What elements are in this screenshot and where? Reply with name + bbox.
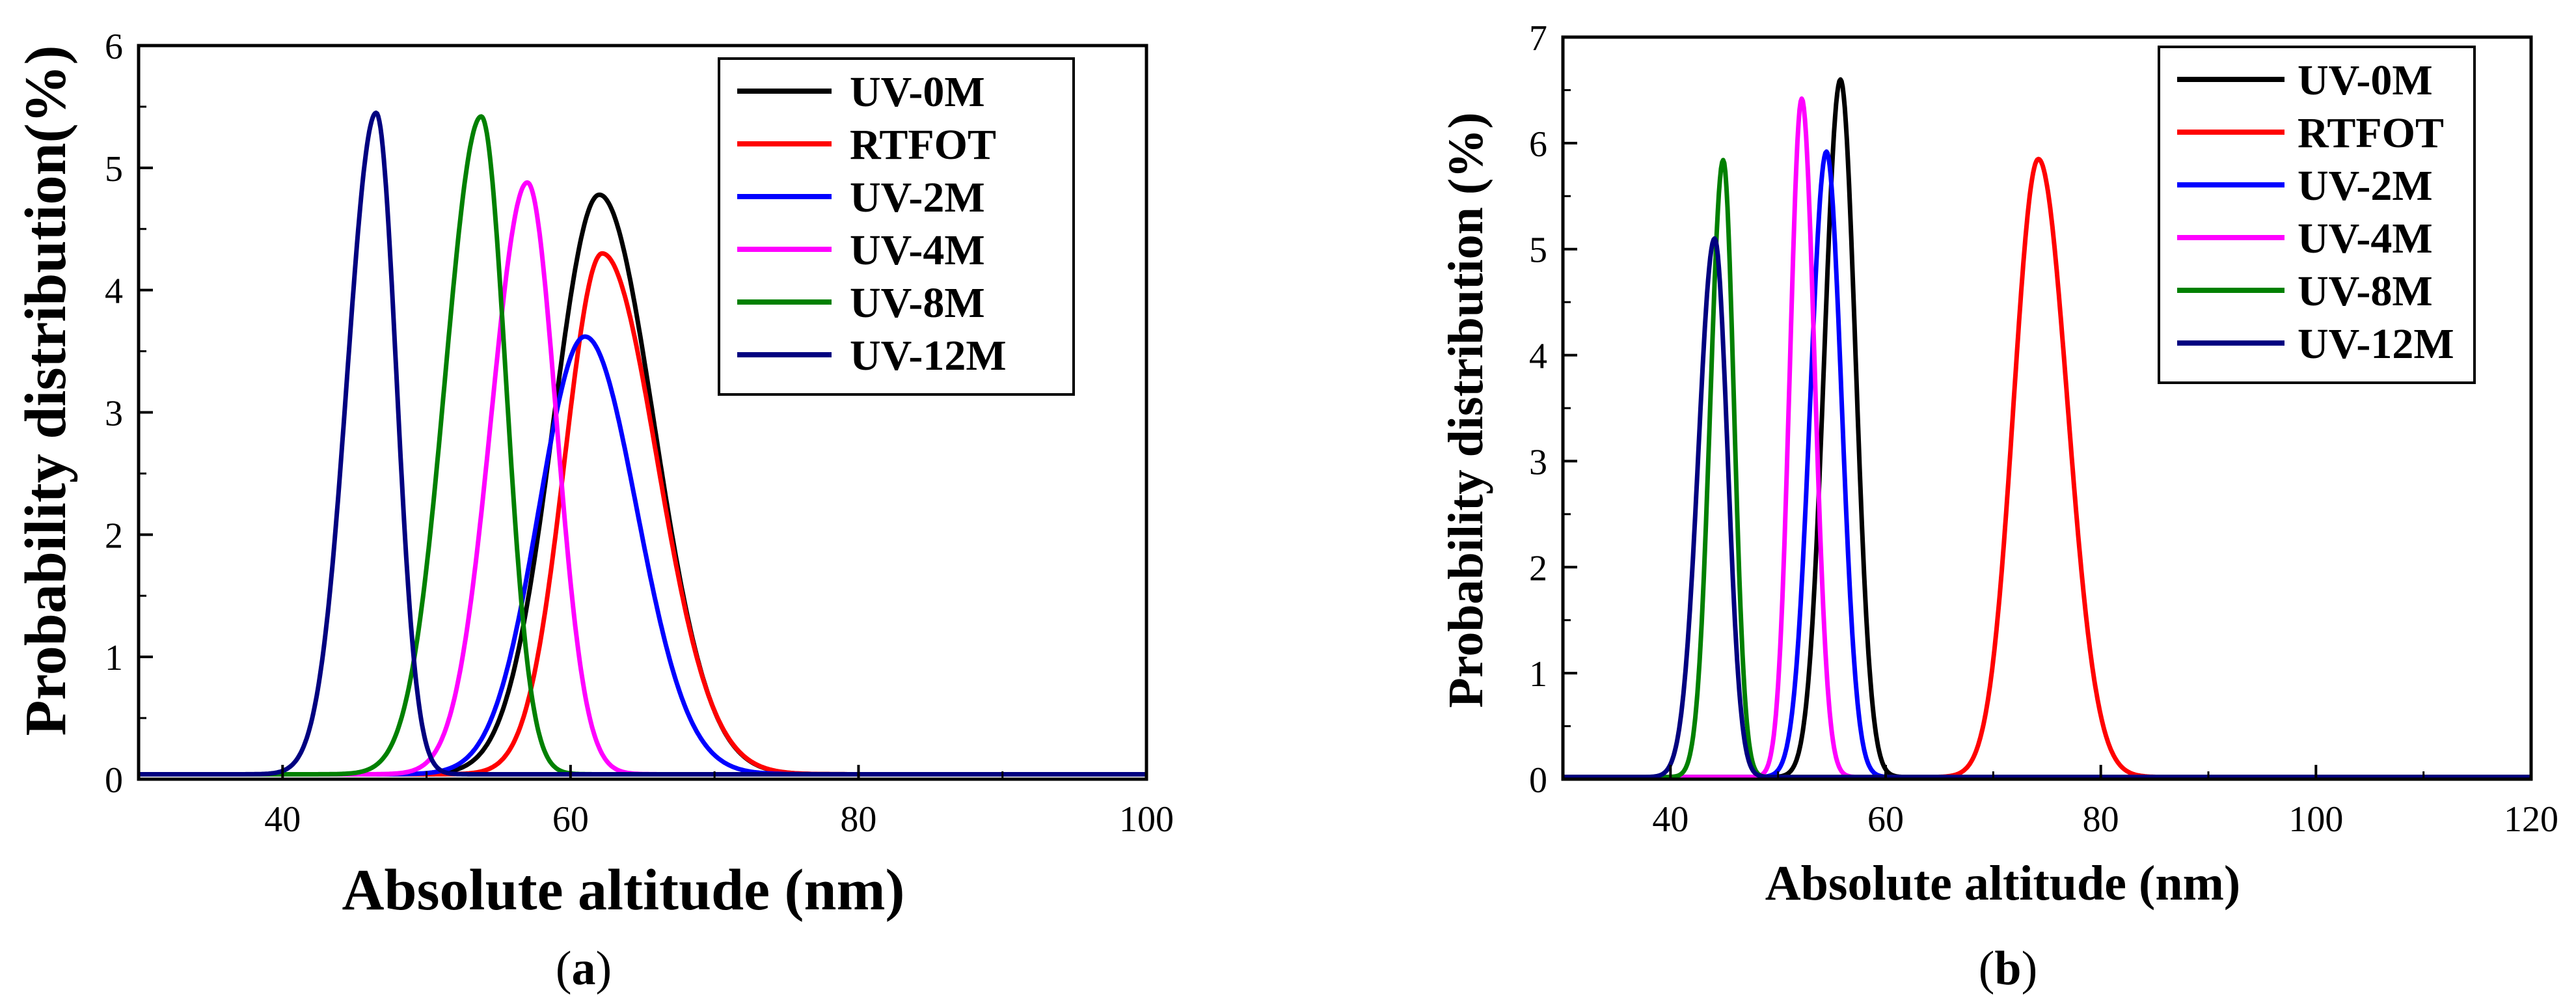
x-tick-label: 100 [2288, 799, 2343, 840]
panel-a-legend: UV-0M RTFOT UV-2M UV-4M UV-8M UV-12M [718, 57, 1075, 396]
x-tick-label: 100 [1119, 799, 1174, 840]
legend-box [718, 57, 1075, 396]
legend-label-uv-2m: UV-2M [850, 174, 985, 221]
panel-a-y-axis: 0 1 2 3 4 5 6 [105, 27, 153, 801]
legend-label-uv-0m: UV-0M [850, 68, 985, 116]
x-tick-label: 80 [840, 799, 876, 840]
y-tick-label: 6 [105, 27, 123, 67]
panel-b-legend: UV-0M RTFOT UV-2M UV-4M UV-8M UV-12M [2158, 46, 2476, 384]
legend-label-uv-8m: UV-8M [2298, 268, 2433, 315]
series-line-uv-12m [137, 110, 1148, 777]
panel-b-caption: (b) [1979, 942, 2037, 995]
panel-a-chart: 40 60 80 100 0 1 2 3 4 5 6 Absolute altitude (nm)… [14, 27, 1174, 995]
panel-b-x-axis: 40 60 80 100 120 [1562, 765, 2558, 840]
panel-a-x-axis-title: Absolute altitude (nm) [342, 858, 904, 922]
y-tick-label: 6 [1529, 124, 1547, 165]
y-tick-label: 3 [105, 394, 123, 434]
series-line-uv-2m [137, 334, 1148, 777]
y-tick-label: 4 [1529, 337, 1547, 377]
panel-a-series [137, 110, 1148, 777]
panel-a-x-axis: 40 60 80 100 [137, 765, 1174, 840]
y-tick-label: 0 [1529, 760, 1547, 801]
legend-label-uv-12m: UV-12M [850, 332, 1007, 379]
legend-box [2158, 46, 2476, 384]
y-tick-label: 7 [1529, 18, 1547, 59]
x-tick-label: 60 [1867, 799, 1904, 840]
legend-label-uv-12m: UV-12M [2298, 320, 2454, 368]
legend-label-uv-4m: UV-4M [2298, 215, 2433, 262]
panel-a-y-axis-title: Probability distribution(%) [14, 46, 78, 736]
series-line-uv-12m [1562, 236, 2532, 780]
y-tick-label: 0 [105, 760, 123, 801]
panel-b-y-axis-title: Probability distribution (%) [1439, 113, 1493, 708]
y-tick-label: 2 [105, 516, 123, 556]
panel-b-x-axis-title: Absolute altitude (nm) [1765, 856, 2240, 911]
x-tick-label: 120 [2504, 799, 2558, 840]
y-tick-label: 3 [1529, 442, 1547, 482]
y-tick-label: 4 [105, 271, 123, 312]
panel-b-chart: 40 60 80 100 120 0 1 2 3 4 5 6 7 Absolute altitude … [1439, 18, 2558, 995]
panel-b-series [1562, 77, 2532, 780]
y-tick-label: 1 [1529, 654, 1547, 695]
y-tick-label: 2 [1529, 548, 1547, 588]
panel-a-caption: (a) [556, 942, 612, 995]
x-tick-label: 40 [1652, 799, 1688, 840]
x-tick-label: 40 [264, 799, 301, 840]
legend-label-uv-4m: UV-4M [850, 227, 985, 274]
legend-label-rtfot: RTFOT [850, 121, 996, 169]
legend-label-uv-8m: UV-8M [850, 279, 985, 327]
x-tick-label: 60 [552, 799, 589, 840]
x-tick-label: 80 [2083, 799, 2119, 840]
y-tick-label: 5 [105, 149, 123, 189]
y-tick-label: 5 [1529, 230, 1547, 271]
legend-label-uv-2m: UV-2M [2298, 162, 2433, 210]
y-tick-label: 1 [105, 638, 123, 678]
legend-label-rtfot: RTFOT [2298, 109, 2444, 157]
panel-b-y-axis: 0 1 2 3 4 5 6 7 [1529, 18, 1577, 801]
legend-label-uv-0m: UV-0M [2298, 57, 2433, 104]
